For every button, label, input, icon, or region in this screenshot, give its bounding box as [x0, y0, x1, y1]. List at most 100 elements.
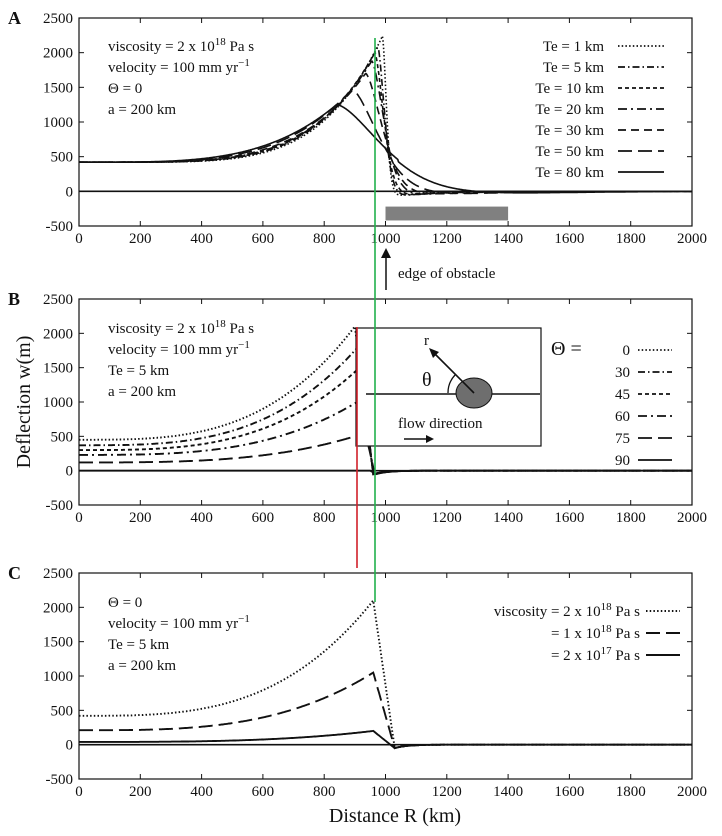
- annotation-viscosity: viscosity = 2 x 1018 Pa s: [108, 36, 254, 55]
- annotation-radius: a = 200 km: [108, 384, 176, 400]
- inset-flow-label: flow direction: [398, 416, 483, 432]
- x-tick-label: 1200: [432, 510, 462, 526]
- y-tick-label: 1000: [43, 395, 73, 411]
- x-tick-label: 0: [75, 784, 83, 800]
- y-tick-label: 2000: [43, 326, 73, 342]
- x-tick-label: 800: [313, 510, 336, 526]
- annotation-velocity: velocity = 100 mm yr−1: [108, 57, 250, 76]
- series-line: [79, 729, 692, 750]
- y-tick-label: 0: [66, 184, 74, 200]
- annotation-radius: a = 200 km: [108, 658, 176, 674]
- x-tick-label: 1800: [616, 231, 646, 247]
- x-tick-label: 200: [129, 510, 152, 526]
- x-tick-label: 1000: [371, 231, 401, 247]
- x-tick-label: 1400: [493, 784, 523, 800]
- y-tick-label: 2500: [43, 11, 73, 27]
- annotation-te: Te = 5 km: [108, 363, 169, 379]
- y-tick-label: 2500: [43, 292, 73, 308]
- legend-label: Te = 10 km: [535, 81, 604, 97]
- y-tick-label: 1000: [43, 115, 73, 131]
- legend-label: Te = 5 km: [543, 60, 604, 76]
- x-tick-label: 1000: [371, 784, 401, 800]
- y-tick-label: 0: [66, 738, 74, 754]
- legend-label: = 2 x 1017 Pa s: [551, 645, 640, 664]
- annotation-radius: a = 200 km: [108, 102, 176, 118]
- annotation-velocity: velocity = 100 mm yr−1: [108, 339, 250, 358]
- legend-label: 60: [615, 409, 630, 425]
- legend-label: 0: [623, 343, 631, 359]
- y-tick-label: 500: [51, 703, 74, 719]
- y-tick-label: 1500: [43, 361, 73, 377]
- x-tick-label: 1400: [493, 231, 523, 247]
- panel-letter: C: [8, 563, 21, 583]
- x-tick-label: 2000: [677, 231, 707, 247]
- x-tick-label: 200: [129, 231, 152, 247]
- y-tick-label: 2500: [43, 566, 73, 582]
- x-tick-label: 1600: [554, 510, 584, 526]
- theta-arc: [447, 374, 456, 394]
- x-axis-title: Distance R (km): [329, 805, 461, 827]
- legend-label: 90: [615, 453, 630, 469]
- x-tick-label: 0: [75, 510, 83, 526]
- y-tick-label: 2000: [43, 46, 73, 62]
- legend-label: Te = 20 km: [535, 102, 604, 118]
- y-tick-label: 0: [66, 464, 74, 480]
- series-line: [79, 469, 692, 476]
- radius-line: [432, 351, 475, 394]
- x-tick-label: 400: [190, 784, 213, 800]
- x-tick-label: 1200: [432, 784, 462, 800]
- annotation-velocity: velocity = 100 mm yr−1: [108, 613, 250, 632]
- legend-prefix: Θ =: [551, 338, 582, 360]
- y-tick-label: 1500: [43, 635, 73, 651]
- x-tick-label: 400: [190, 510, 213, 526]
- legend-label: Te = 50 km: [535, 144, 604, 160]
- x-tick-label: 200: [129, 784, 152, 800]
- x-tick-label: 400: [190, 231, 213, 247]
- obstacle-label: edge of obstacle: [398, 266, 496, 282]
- legend-label: Te = 80 km: [535, 165, 604, 181]
- obstacle-arrow-head: [381, 248, 391, 258]
- y-tick-label: -500: [46, 498, 74, 514]
- y-tick-label: 2000: [43, 600, 73, 616]
- x-tick-label: 0: [75, 231, 83, 247]
- x-tick-label: 1800: [616, 510, 646, 526]
- flow-arrow-head: [426, 435, 434, 443]
- y-tick-label: 1500: [43, 80, 73, 96]
- legend-label: Te = 1 km: [543, 39, 604, 55]
- x-tick-label: 2000: [677, 510, 707, 526]
- annotation-theta: Θ = 0: [108, 81, 142, 97]
- x-tick-label: 600: [252, 231, 275, 247]
- x-tick-label: 1400: [493, 510, 523, 526]
- x-tick-label: 1800: [616, 784, 646, 800]
- x-tick-label: 1200: [432, 231, 462, 247]
- x-tick-label: 1600: [554, 784, 584, 800]
- panel-letter: B: [8, 289, 20, 309]
- x-tick-label: 800: [313, 784, 336, 800]
- panel-letter: A: [8, 8, 21, 28]
- y-tick-label: -500: [46, 219, 74, 235]
- annotation-te: Te = 5 km: [108, 637, 169, 653]
- legend-label: Te = 30 km: [535, 123, 604, 139]
- y-tick-label: 500: [51, 150, 74, 166]
- inset-diagram: r θ flow direction: [355, 327, 542, 447]
- obstacle-block: [385, 206, 509, 221]
- x-tick-label: 1000: [371, 510, 401, 526]
- x-tick-label: 800: [313, 231, 336, 247]
- inset-r-label: r: [424, 333, 429, 349]
- legend-label: = 1 x 1018 Pa s: [551, 623, 640, 642]
- y-tick-label: -500: [46, 772, 74, 788]
- y-tick-label: 500: [51, 429, 74, 445]
- x-tick-label: 600: [252, 510, 275, 526]
- legend-label: viscosity = 2 x 1018 Pa s: [494, 601, 640, 620]
- legend-label: 30: [615, 365, 630, 381]
- x-tick-label: 1600: [554, 231, 584, 247]
- legend-label: 45: [615, 387, 630, 403]
- annotation-theta: Θ = 0: [108, 595, 142, 611]
- legend-label: 75: [615, 431, 630, 447]
- series-line: [79, 103, 692, 194]
- radius-arrow-head: [429, 348, 439, 358]
- y-axis-title: Deflection w(m): [13, 336, 35, 469]
- x-tick-label: 2000: [677, 784, 707, 800]
